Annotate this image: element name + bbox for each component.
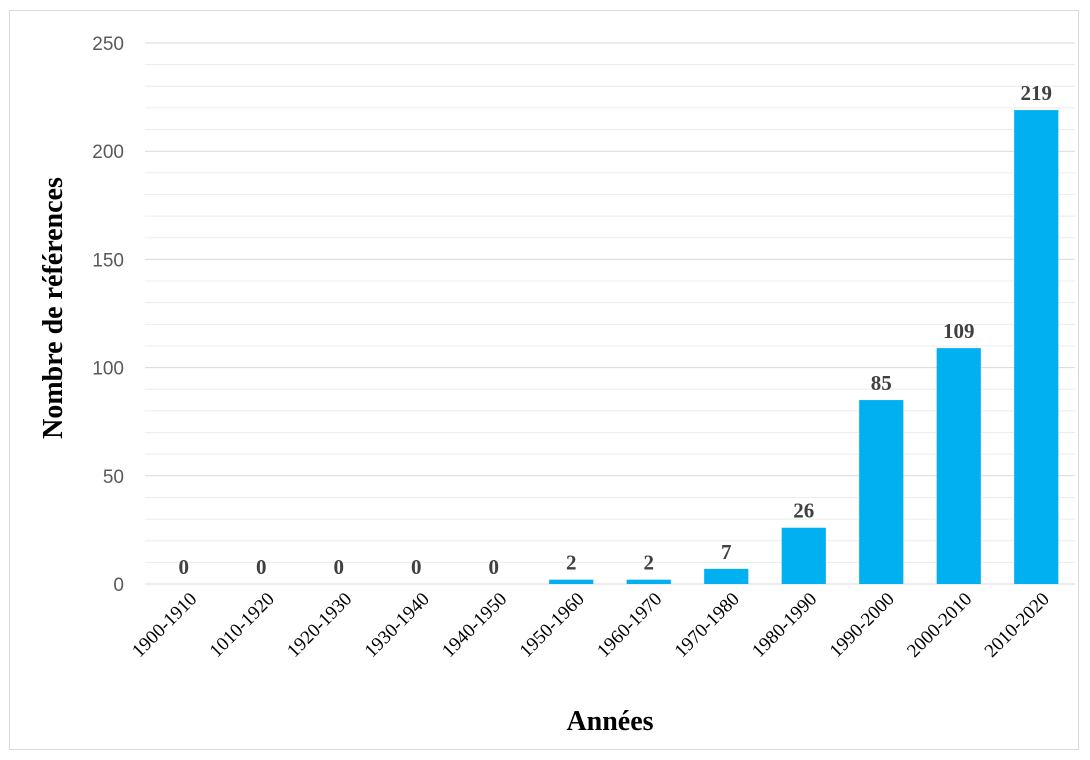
x-axis-ticks: 1900-1910 1010-1920 1920-1930 1930-1940 1940…	[128, 589, 1054, 662]
data-label: 85	[871, 371, 892, 395]
x-tick-label: 1960-1970	[593, 589, 666, 662]
x-tick-label: 1920-1930	[283, 589, 356, 662]
y-axis-ticks: 0 50 100 150 200 250	[92, 34, 124, 596]
bar	[781, 527, 826, 584]
x-tick-label: 1940-1950	[438, 589, 511, 662]
y-tick-label: 200	[92, 142, 124, 163]
data-label: 0	[489, 555, 500, 579]
bar	[549, 579, 594, 584]
y-axis-title: Nombre de références	[38, 177, 69, 439]
data-labels: 0 0 0 0 0 2 2 7 26 85 109 219	[179, 81, 1053, 579]
x-tick-label: 1980-1990	[748, 589, 821, 662]
data-label: 0	[256, 555, 267, 579]
x-tick-label: 1010-1920	[206, 589, 279, 662]
x-tick-label: 1970-1980	[671, 589, 744, 662]
x-tick-label: 1950-1960	[516, 589, 589, 662]
x-tick-label: 1990-2000	[826, 589, 899, 662]
x-tick-label: 2010-2020	[981, 589, 1054, 662]
bars	[549, 110, 1059, 585]
data-label: 0	[179, 555, 190, 579]
bar	[936, 348, 981, 584]
data-label: 26	[793, 499, 814, 523]
y-tick-label: 150	[92, 250, 124, 271]
data-label: 2	[566, 551, 577, 575]
x-tick-label: 1900-1910	[128, 589, 201, 662]
bar	[626, 579, 671, 584]
gridlines	[145, 42, 1075, 585]
data-label: 0	[411, 555, 422, 579]
data-label: 109	[943, 319, 975, 343]
data-label: 2	[644, 551, 655, 575]
chart-frame	[9, 10, 1079, 750]
bar	[704, 568, 749, 584]
data-label: 7	[721, 540, 732, 564]
bar	[859, 400, 904, 584]
y-tick-label: 0	[113, 575, 124, 596]
y-tick-label: 250	[92, 34, 124, 55]
bar	[1014, 110, 1059, 585]
y-tick-label: 100	[92, 359, 124, 380]
x-axis-title: Années	[566, 706, 653, 737]
x-tick-label: 1930-1940	[361, 589, 434, 662]
y-tick-label: 50	[103, 467, 124, 488]
data-label: 0	[334, 555, 345, 579]
x-tick-label: 2000-2010	[903, 589, 976, 662]
data-label: 219	[1021, 81, 1053, 105]
